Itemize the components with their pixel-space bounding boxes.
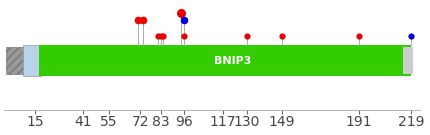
FancyBboxPatch shape: [6, 47, 25, 74]
FancyBboxPatch shape: [22, 45, 41, 76]
FancyBboxPatch shape: [403, 47, 413, 74]
FancyBboxPatch shape: [39, 45, 411, 76]
Text: BNIP3: BNIP3: [214, 56, 251, 66]
